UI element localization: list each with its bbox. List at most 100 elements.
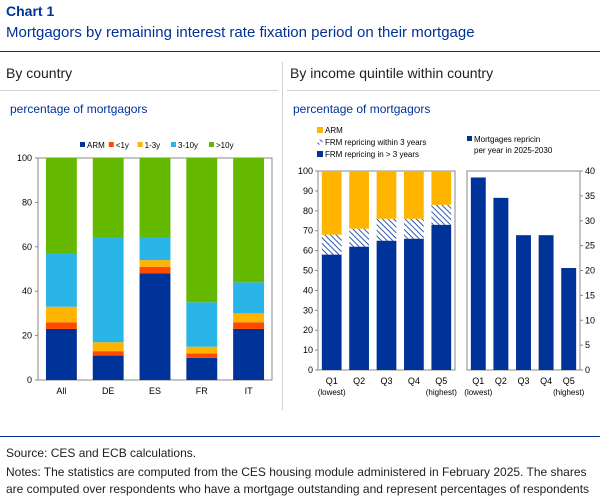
bar-q1-0: [321, 254, 342, 370]
bar-es-1: [139, 266, 171, 274]
bar-it-1: [233, 322, 265, 329]
y-tick-label: 35: [585, 191, 595, 201]
x-tick-label: Q2: [495, 376, 507, 386]
panel-title-by-income: By income quintile within country: [290, 65, 494, 81]
bar-q1-repricing: [470, 177, 486, 370]
y-tick-label: 25: [585, 241, 595, 251]
y-tick-label: 100: [17, 153, 32, 163]
y-tick-label: 10: [585, 315, 595, 325]
bar-q1-1: [321, 234, 342, 255]
bar-de-1: [92, 351, 124, 356]
right-unit-label: percentage of mortgagors: [293, 102, 431, 116]
right-panel-rule: [287, 90, 600, 91]
y-tick-label: 90: [303, 186, 313, 196]
y-tick-label: 40: [22, 286, 32, 296]
source-note: Source: CES and ECB calculations.: [6, 446, 197, 460]
bar-q2-repricing: [493, 197, 509, 370]
bar-de-3: [92, 237, 124, 343]
bar-q4-1: [404, 218, 424, 239]
notes-text: Notes: The statistics are computed from …: [6, 465, 590, 496]
bar-fr-0: [186, 357, 218, 380]
legend-swatch: [316, 138, 324, 146]
bar-q4-0: [404, 238, 424, 370]
y-tick-label: 0: [27, 375, 32, 385]
legend-label: 1-3y: [145, 141, 161, 150]
legend-label: <1y: [116, 141, 129, 150]
x-tick-label: Q4: [540, 376, 552, 386]
bar-q3-1: [376, 218, 397, 241]
legend-swatch: [467, 136, 472, 141]
bar-fr-2: [186, 346, 218, 354]
bar-q1-2: [321, 171, 342, 235]
bar-fr-4: [186, 158, 218, 303]
y-tick-label: 70: [303, 226, 313, 236]
bar-q2-2: [349, 171, 369, 229]
legend-label: FRM repricing in > 3 years: [325, 150, 419, 159]
legend-swatch: [80, 142, 85, 147]
bar-q5-0: [431, 224, 452, 370]
legend-swatch: [108, 142, 114, 147]
bar-all-1: [45, 322, 77, 329]
legend-label: ARM: [87, 141, 105, 150]
y-tick-label: 80: [22, 197, 32, 207]
chart-title: Mortgagors by remaining interest rate fi…: [6, 24, 475, 41]
bar-all-3: [45, 253, 77, 307]
bar-fr-3: [186, 302, 218, 347]
bar-it-2: [233, 313, 265, 323]
x-tick-note: (highest): [426, 388, 457, 397]
left-panel-rule: [0, 90, 278, 91]
panel-separator: [282, 62, 283, 410]
x-tick-label: All: [56, 386, 66, 396]
bar-de-2: [92, 342, 124, 352]
y-tick-label: 20: [303, 325, 313, 335]
y-tick-label: 100: [298, 166, 313, 176]
bar-es-3: [139, 237, 171, 261]
y-tick-label: 60: [22, 242, 32, 252]
x-tick-label: Q4: [408, 376, 420, 386]
legend-swatch: [317, 151, 323, 157]
y-tick-label: 30: [585, 216, 595, 226]
y-tick-label: 15: [585, 290, 595, 300]
x-tick-label: FR: [196, 386, 208, 396]
legend-label: ARM: [325, 126, 343, 135]
bar-it-4: [233, 158, 265, 283]
bar-es-0: [139, 273, 171, 380]
y-tick-label: 40: [303, 285, 313, 295]
x-tick-label: Q3: [517, 376, 529, 386]
x-tick-label: DE: [102, 386, 115, 396]
y-tick-label: 5: [585, 340, 590, 350]
legend-label-line2: per year in 2025-2030: [474, 146, 553, 155]
chart-label: Chart 1: [6, 3, 55, 19]
x-tick-label: Q1: [472, 376, 484, 386]
panel-title-by-country: By country: [6, 65, 73, 81]
y-tick-label: 20: [585, 266, 595, 276]
legend-label: >10y: [216, 141, 234, 150]
y-tick-label: 40: [585, 166, 595, 176]
bar-es-2: [139, 260, 171, 267]
legend-label: FRM repricing within 3 years: [325, 138, 426, 147]
bar-q3-0: [376, 240, 397, 370]
y-tick-label: 0: [585, 365, 590, 375]
bar-q5-1: [431, 204, 452, 225]
bar-all-4: [45, 158, 77, 254]
bar-es-4: [139, 158, 171, 238]
bar-de-0: [92, 355, 124, 380]
title-rule: [0, 51, 600, 52]
y-tick-label: 50: [303, 266, 313, 276]
bar-q5-repricing: [561, 268, 577, 370]
bar-q4-repricing: [538, 235, 554, 370]
x-tick-label: Q3: [380, 376, 392, 386]
x-tick-label: Q5: [563, 376, 575, 386]
x-tick-label: Q1: [326, 376, 338, 386]
legend-swatch: [317, 127, 323, 133]
bar-q2-1: [349, 228, 369, 247]
bar-de-4: [92, 158, 124, 238]
x-tick-label: ES: [149, 386, 161, 396]
y-tick-label: 0: [308, 365, 313, 375]
y-tick-label: 60: [303, 246, 313, 256]
bar-q4-2: [404, 171, 424, 219]
x-tick-note: (highest): [553, 388, 584, 397]
legend-swatch: [209, 142, 214, 147]
x-tick-label: Q2: [353, 376, 365, 386]
bar-fr-1: [186, 353, 218, 358]
